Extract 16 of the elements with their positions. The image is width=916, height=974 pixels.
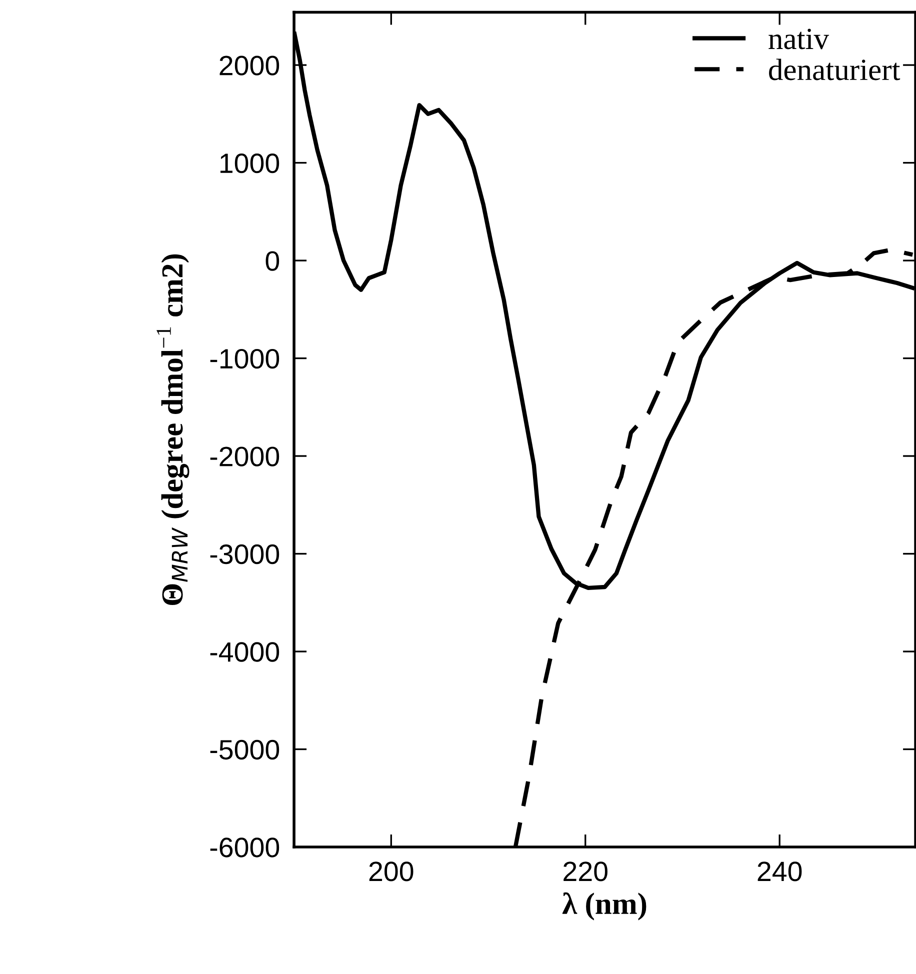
- legend-label: denaturiert: [769, 58, 900, 80]
- x-axis-title: λ (nm): [562, 892, 646, 920]
- y-tick-label: -5000: [210, 740, 280, 760]
- y-tick-label: -1000: [210, 348, 280, 369]
- y-tick-label: -4000: [210, 642, 280, 662]
- legend-label: nativ: [768, 28, 830, 50]
- y-tick-label: 0: [266, 251, 280, 271]
- y-tick-label: -6000: [210, 838, 280, 858]
- y-tick-label: 2000: [220, 56, 280, 76]
- y-tick-label: 1000: [220, 153, 280, 174]
- y-axis-title: Θ$_{MRW}$ (degree dmol$^{−1}$ cm2): [156, 254, 190, 606]
- y-tick-label: -2000: [210, 446, 280, 466]
- x-tick-label: 220: [564, 862, 608, 882]
- x-tick-label: 200: [369, 862, 414, 882]
- x-tick-label: 240: [758, 862, 802, 882]
- y-tick-label: -3000: [210, 544, 280, 564]
